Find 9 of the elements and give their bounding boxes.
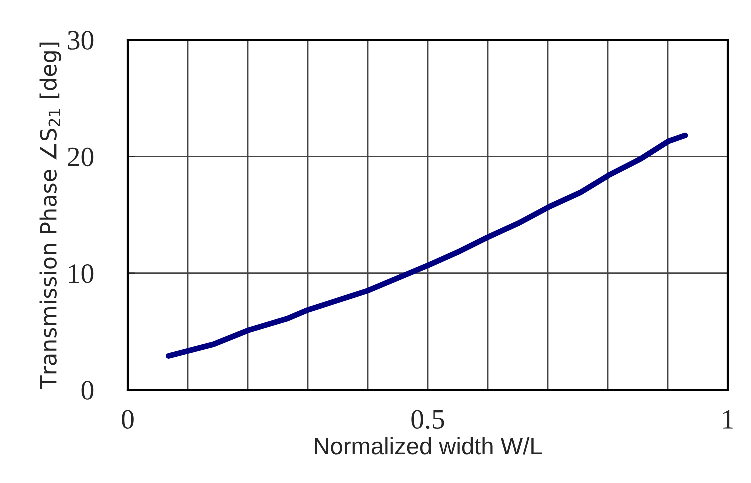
y-tick-label: 0 <box>82 381 94 400</box>
y-tick-label: 20 <box>68 148 94 167</box>
x-tick-label: 0 <box>122 410 134 429</box>
y-axis-title: Transmission Phase ∠S$_{21}$ [deg] <box>40 42 62 390</box>
x-tick-label: 1 <box>724 410 734 429</box>
x-tick-label: 0.5 <box>412 410 444 430</box>
x-axis-title: Normalized width W/L <box>315 437 542 455</box>
y-tick-label: 30 <box>68 31 94 50</box>
y-tick-label: 10 <box>69 264 94 284</box>
